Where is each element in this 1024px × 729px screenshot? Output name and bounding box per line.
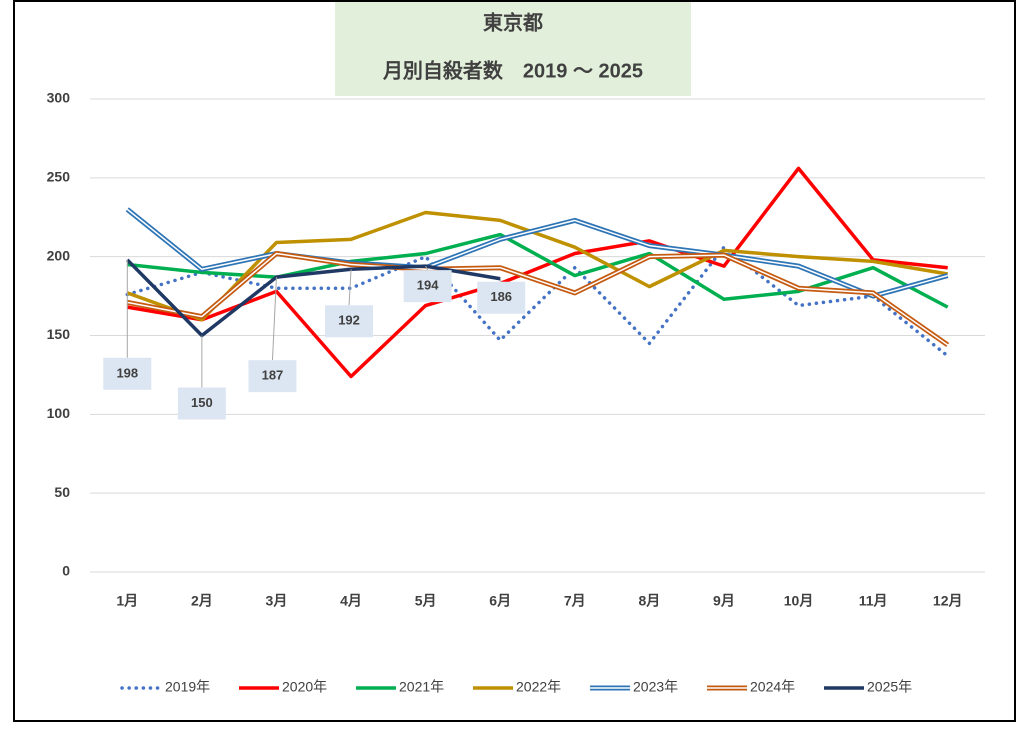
x-tick-label: 7月 xyxy=(564,593,586,609)
series-line-inner xyxy=(127,252,949,346)
leader-line xyxy=(425,265,429,271)
data-label-box xyxy=(103,357,152,390)
data-label: 198 xyxy=(116,365,138,380)
x-tick-label: 11月 xyxy=(859,593,888,609)
x-tick-label: 12月 xyxy=(933,593,963,609)
series-line-inner xyxy=(126,208,948,297)
x-tick-label: 1月 xyxy=(116,593,138,609)
data-label-box xyxy=(248,360,297,393)
data-label-box xyxy=(477,281,526,314)
y-tick-label: 100 xyxy=(47,405,71,421)
data-label: 194 xyxy=(417,278,439,293)
y-tick-label: 250 xyxy=(47,169,71,185)
data-label-box xyxy=(177,387,226,420)
x-tick-label: 2月 xyxy=(191,593,213,609)
y-tick-label: 300 xyxy=(47,90,71,106)
chart-subtitle: 月別自殺者数 2019 ～ 2025 xyxy=(382,58,643,82)
x-tick-label: 4月 xyxy=(340,593,362,609)
y-tick-label: 200 xyxy=(47,247,71,263)
legend-label: 2020年 xyxy=(282,679,327,695)
y-tick-label: 0 xyxy=(62,563,70,579)
data-label: 192 xyxy=(338,313,360,328)
data-label: 150 xyxy=(191,395,213,410)
legend-label: 2024年 xyxy=(750,679,795,695)
x-tick-label: 6月 xyxy=(489,593,511,609)
x-tick-label: 5月 xyxy=(415,593,437,609)
data-label-box xyxy=(325,305,374,338)
legend-label: 2019年 xyxy=(165,679,210,695)
legend-label: 2021年 xyxy=(399,679,444,695)
x-tick-label: 8月 xyxy=(638,593,660,609)
legend-label: 2025年 xyxy=(867,679,912,695)
y-tick-label: 50 xyxy=(54,484,70,500)
x-tick-label: 10月 xyxy=(784,593,814,609)
legend-label: 2022年 xyxy=(516,679,561,695)
chart-border xyxy=(13,0,1016,722)
x-tick-label: 3月 xyxy=(266,593,288,609)
data-label: 186 xyxy=(490,289,512,304)
data-label-box xyxy=(403,270,452,303)
data-label: 187 xyxy=(262,368,284,383)
title-box xyxy=(335,2,691,96)
chart-title: 東京都 xyxy=(483,10,543,34)
series-line xyxy=(127,166,948,379)
x-tick-label: 9月 xyxy=(713,593,735,609)
leader-line xyxy=(348,269,352,306)
legend-label: 2023年 xyxy=(633,679,678,695)
leader-line xyxy=(271,277,277,361)
y-tick-label: 150 xyxy=(47,326,71,342)
series-line xyxy=(126,258,501,338)
leader-line xyxy=(499,278,502,282)
